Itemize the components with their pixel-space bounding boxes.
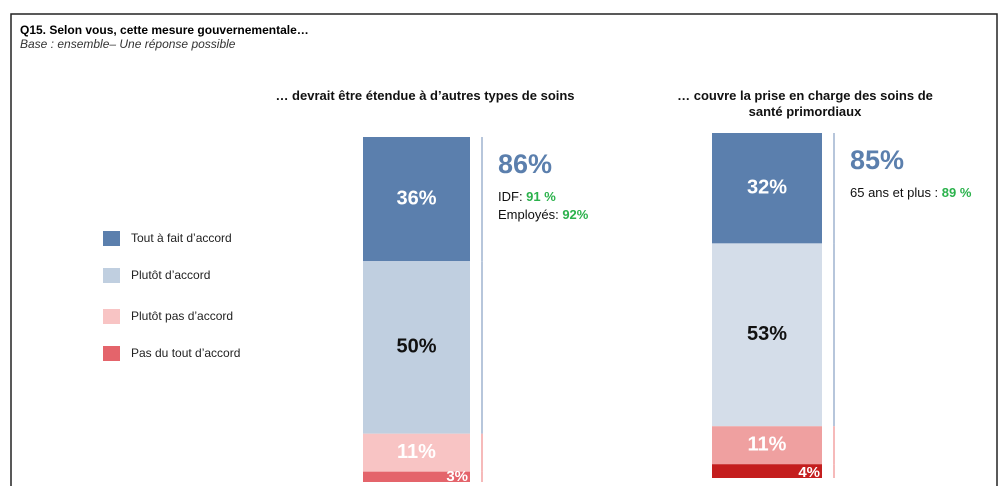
bar-segment <box>363 433 470 472</box>
note: 65 ans et plus : 89 % <box>850 185 972 200</box>
value-label: 11% <box>397 441 436 463</box>
note-label: IDF: <box>498 189 526 204</box>
value-label: 32% <box>747 176 787 198</box>
value-label: 3% <box>446 468 468 485</box>
bar-segment <box>712 243 822 427</box>
bar-segment <box>363 137 470 262</box>
note-value: 89 % <box>942 185 972 200</box>
legend-swatch <box>103 346 120 361</box>
note: IDF: 91 % <box>498 189 556 204</box>
frame <box>10 13 998 486</box>
chart-title: … couvre la prise en charge des soins de… <box>677 88 933 119</box>
value-label: 11% <box>748 434 787 456</box>
legend-swatch <box>103 268 120 283</box>
bar-segment <box>712 464 822 478</box>
legend-label: Tout à fait d’accord <box>131 231 232 245</box>
title: Q15. Selon vous, cette mesure gouverneme… <box>20 23 309 37</box>
value-label: 53% <box>747 323 787 345</box>
value-label: 50% <box>396 336 436 358</box>
note: Employés: 92% <box>498 207 589 222</box>
legend-swatch <box>103 309 120 324</box>
legend-label: Plutôt d’accord <box>131 268 210 282</box>
note-label: Employés: <box>498 207 562 222</box>
bar-segment <box>712 133 822 244</box>
highlight-total: 85% <box>850 145 904 175</box>
bar-segment <box>712 426 822 465</box>
note-value: 91 % <box>526 189 556 204</box>
note-label: 65 ans et plus : <box>850 185 942 200</box>
legend-label: Pas du tout d’accord <box>131 346 240 360</box>
bar-segment <box>363 261 470 434</box>
legend-label: Plutôt pas d’accord <box>131 309 233 323</box>
note-value: 92% <box>562 207 588 222</box>
legend-swatch <box>103 231 120 246</box>
value-label: 4% <box>798 464 820 481</box>
value-label: 36% <box>396 187 436 209</box>
highlight-total: 86% <box>498 149 552 179</box>
bar-segment <box>363 471 470 482</box>
chart-title: … devrait être étendue à d’autres types … <box>275 88 575 103</box>
subtitle: Base : ensemble– Une réponse possible <box>20 37 236 51</box>
